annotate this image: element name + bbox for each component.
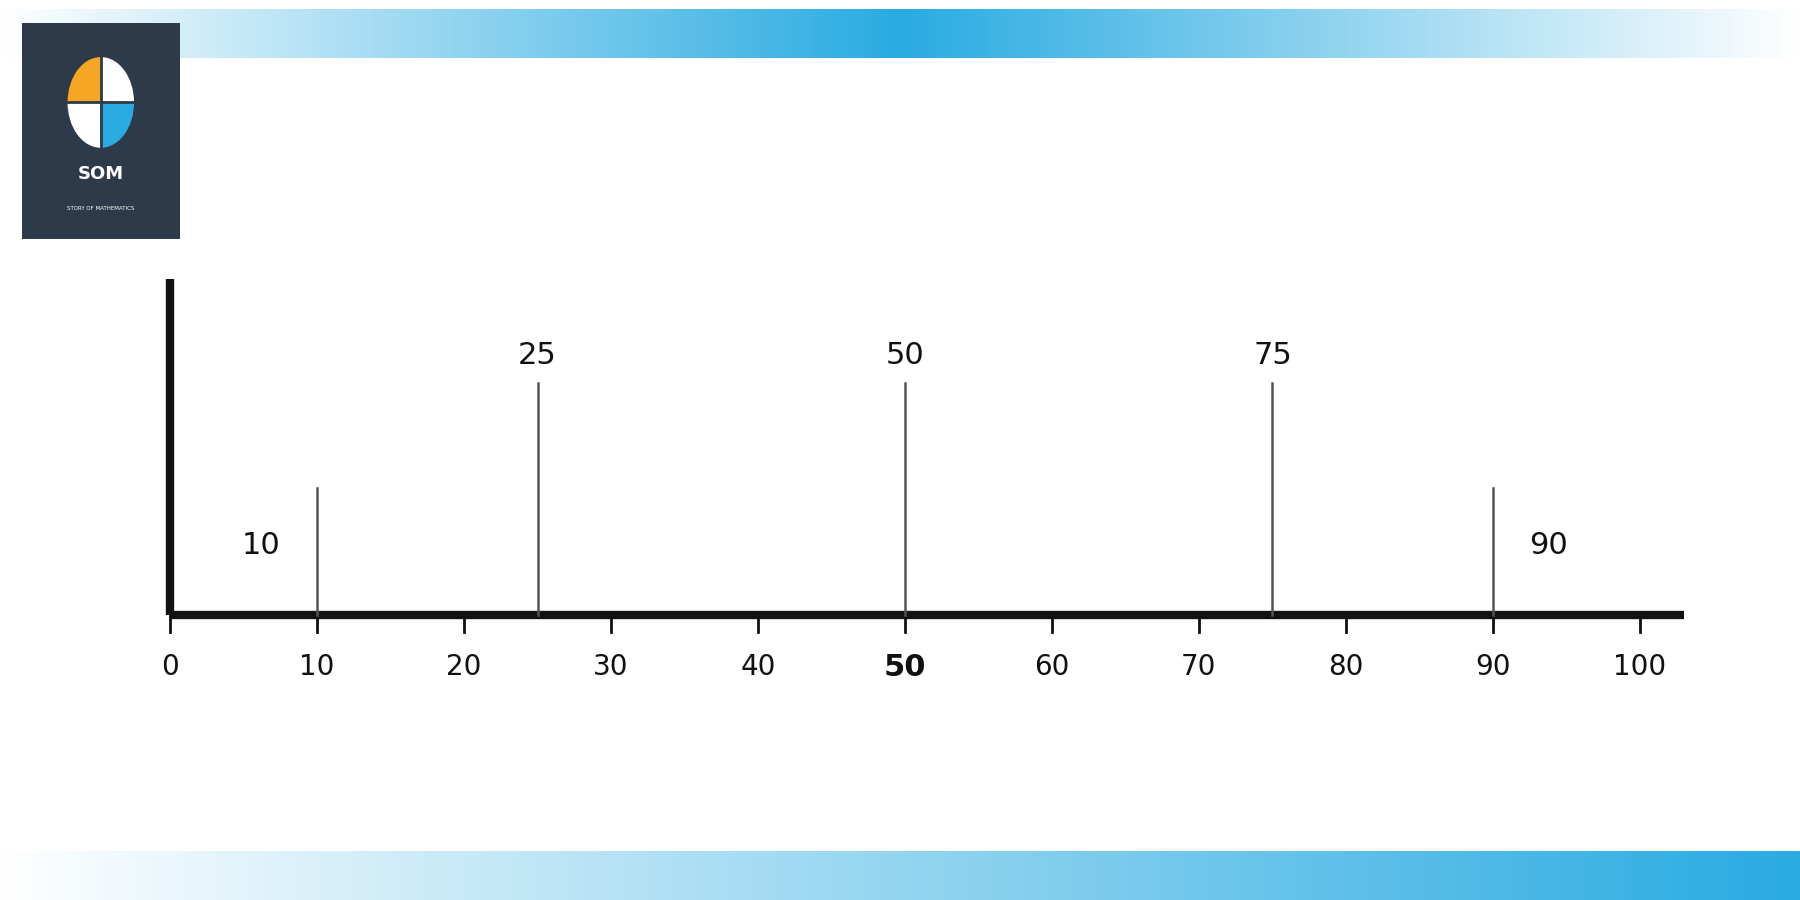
Text: 40: 40 — [740, 653, 776, 681]
Text: 60: 60 — [1035, 653, 1069, 681]
Text: 50: 50 — [886, 341, 925, 371]
Text: 75: 75 — [1253, 341, 1292, 371]
Text: 20: 20 — [446, 653, 482, 681]
Text: 100: 100 — [1613, 653, 1667, 681]
Text: 70: 70 — [1181, 653, 1217, 681]
Text: STORY OF MATHEMATICS: STORY OF MATHEMATICS — [67, 206, 135, 211]
Text: 90: 90 — [1530, 531, 1568, 560]
Text: 80: 80 — [1328, 653, 1364, 681]
Text: 0: 0 — [162, 653, 178, 681]
Text: 10: 10 — [241, 531, 281, 560]
Wedge shape — [68, 103, 101, 148]
Text: 30: 30 — [594, 653, 628, 681]
Wedge shape — [101, 57, 133, 103]
Text: 50: 50 — [884, 653, 927, 682]
Text: 90: 90 — [1474, 653, 1510, 681]
Polygon shape — [22, 22, 180, 239]
Text: SOM: SOM — [77, 165, 124, 183]
Text: 10: 10 — [299, 653, 335, 681]
Wedge shape — [101, 103, 133, 148]
Wedge shape — [68, 57, 101, 103]
Text: 25: 25 — [518, 341, 556, 371]
